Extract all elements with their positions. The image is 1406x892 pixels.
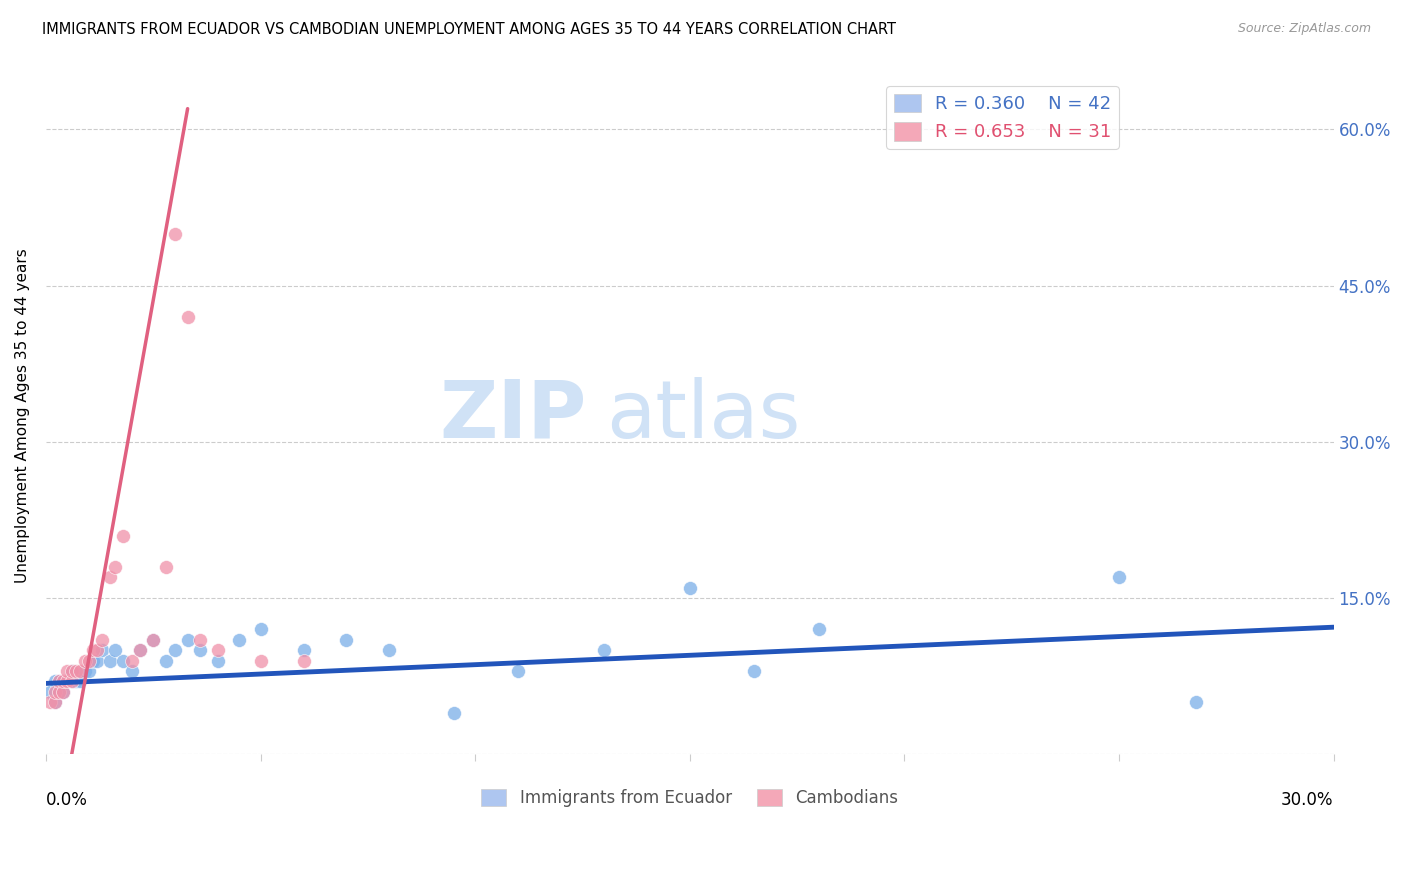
Point <box>69 674 91 689</box>
Point <box>104 559 127 574</box>
Point <box>44 684 66 698</box>
Legend: Immigrants from Ecuador, Cambodians: Immigrants from Ecuador, Cambodians <box>475 782 905 814</box>
Point <box>44 674 66 689</box>
Point <box>48 684 70 698</box>
Text: ZIP: ZIP <box>440 376 586 455</box>
Point <box>112 528 135 542</box>
Point <box>39 695 62 709</box>
Point <box>56 674 79 689</box>
Point <box>207 643 229 657</box>
Point <box>112 653 135 667</box>
Point <box>98 653 121 667</box>
Point <box>56 664 79 678</box>
Point <box>163 227 186 241</box>
Point <box>129 643 152 657</box>
Point <box>86 643 108 657</box>
Point <box>121 653 143 667</box>
Point <box>679 581 702 595</box>
Point <box>742 664 765 678</box>
Point <box>249 622 271 636</box>
Point <box>90 643 112 657</box>
Point <box>1185 695 1208 709</box>
Point <box>190 643 212 657</box>
Point <box>48 674 70 689</box>
Text: IMMIGRANTS FROM ECUADOR VS CAMBODIAN UNEMPLOYMENT AMONG AGES 35 TO 44 YEARS CORR: IMMIGRANTS FROM ECUADOR VS CAMBODIAN UNE… <box>42 22 896 37</box>
Point <box>292 653 315 667</box>
Point <box>52 674 75 689</box>
Point <box>82 643 104 657</box>
Point <box>60 674 83 689</box>
Point <box>176 632 198 647</box>
Point <box>44 695 66 709</box>
Point <box>48 674 70 689</box>
Point <box>121 664 143 678</box>
Point <box>56 674 79 689</box>
Point <box>249 653 271 667</box>
Point <box>508 664 530 678</box>
Point <box>60 664 83 678</box>
Text: Source: ZipAtlas.com: Source: ZipAtlas.com <box>1237 22 1371 36</box>
Y-axis label: Unemployment Among Ages 35 to 44 years: Unemployment Among Ages 35 to 44 years <box>15 249 30 583</box>
Point <box>52 674 75 689</box>
Point <box>190 632 212 647</box>
Point <box>207 653 229 667</box>
Point <box>176 310 198 324</box>
Point <box>48 684 70 698</box>
Point <box>69 664 91 678</box>
Point <box>1108 570 1130 584</box>
Text: 30.0%: 30.0% <box>1281 791 1334 809</box>
Point <box>104 643 127 657</box>
Point <box>90 632 112 647</box>
Point <box>142 632 165 647</box>
Point <box>378 643 401 657</box>
Point <box>335 632 357 647</box>
Point <box>82 653 104 667</box>
Point <box>52 684 75 698</box>
Point <box>228 632 250 647</box>
Point <box>52 684 75 698</box>
Point <box>807 622 830 636</box>
Point <box>77 653 100 667</box>
Point <box>73 664 96 678</box>
Point <box>129 643 152 657</box>
Point <box>60 664 83 678</box>
Point <box>155 559 177 574</box>
Point <box>44 695 66 709</box>
Point <box>163 643 186 657</box>
Point <box>142 632 165 647</box>
Text: atlas: atlas <box>606 376 800 455</box>
Point <box>73 653 96 667</box>
Text: 0.0%: 0.0% <box>46 791 87 809</box>
Point <box>155 653 177 667</box>
Point <box>65 664 87 678</box>
Point <box>98 570 121 584</box>
Point <box>443 706 465 720</box>
Point <box>60 674 83 689</box>
Point <box>65 674 87 689</box>
Point <box>56 674 79 689</box>
Point <box>77 664 100 678</box>
Point <box>593 643 616 657</box>
Point <box>292 643 315 657</box>
Point <box>86 653 108 667</box>
Point <box>39 684 62 698</box>
